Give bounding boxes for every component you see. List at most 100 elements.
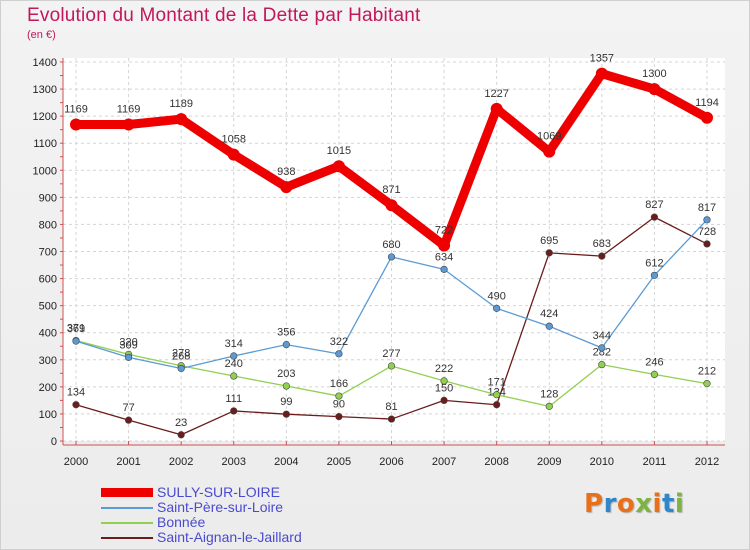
data-label: 424 [540,308,558,320]
data-label: 134 [67,387,85,399]
data-label: 722 [435,225,453,237]
data-label: 1194 [695,97,719,109]
data-label: 23 [175,417,187,429]
logo-letter: i [652,489,662,519]
legend-label: Saint-Aignan-le-Jaillard [157,529,302,545]
data-point [227,148,240,161]
y-tick-label: 1200 [33,111,57,123]
data-label: 1169 [64,104,88,116]
data-point [124,416,133,424]
legend-swatch [101,536,153,539]
data-label: 278 [172,348,190,360]
y-tick-label: 200 [39,382,57,394]
data-point [703,240,711,248]
y-tick-label: 900 [39,192,57,204]
data-point [335,392,343,400]
data-point [545,402,553,410]
y-tick-label: 0 [51,436,57,448]
data-point [543,145,556,158]
x-tick-label: 2012 [695,456,719,468]
logo-letter: r [603,489,617,519]
y-tick-label: 800 [39,219,57,231]
data-label: 171 [487,377,505,389]
x-tick-label: 2004 [274,456,298,468]
data-label: 81 [385,401,397,413]
data-point [387,253,396,261]
data-point [598,344,606,352]
data-label: 1069 [537,131,561,143]
data-label: 309 [119,339,137,351]
y-tick-label: 400 [39,328,57,340]
legend-entry: Bonnée [101,515,302,530]
y-tick-label: 600 [39,274,57,286]
data-point [230,352,238,360]
y-tick-label: 1400 [33,57,57,69]
data-label: 240 [225,358,243,370]
data-label: 1058 [222,134,246,146]
data-point [282,410,290,418]
data-point [703,216,711,224]
logo-letter: i [674,489,685,519]
data-point [177,431,185,439]
legend-label: Bonnée [157,514,206,530]
x-tick-label: 2005 [327,456,351,468]
data-label: 1300 [642,68,666,80]
data-point [230,372,238,380]
data-label: 938 [277,166,295,178]
data-point [650,213,659,221]
data-point [280,181,293,194]
data-label: 90 [333,399,345,411]
data-label: 356 [277,327,295,339]
data-point [335,350,343,358]
data-point [598,361,606,369]
x-tick-label: 2010 [590,456,614,468]
data-point [440,377,448,385]
data-point [387,362,396,370]
data-point [335,413,343,421]
data-label: 99 [280,396,292,408]
data-label: 77 [122,402,134,414]
data-label: 150 [435,382,453,394]
x-tick-label: 2002 [169,456,193,468]
x-tick-label: 2007 [432,456,456,468]
data-point [650,271,659,279]
data-label: 695 [540,235,558,247]
x-tick-label: 2000 [64,456,88,468]
data-label: 1169 [117,104,141,116]
data-point [438,239,451,252]
chart-title: Evolution du Montant de la Dette par Hab… [27,5,421,26]
x-tick-label: 2001 [116,456,140,468]
data-label: 128 [540,388,558,400]
data-label: 680 [382,239,400,251]
data-point [440,265,448,273]
data-label: 634 [435,251,453,263]
proxiti-logo: Proxiti [584,489,684,519]
data-point [701,111,713,124]
x-tick-label: 2006 [379,456,403,468]
data-point [387,415,396,423]
data-point [385,199,398,212]
logo-letter: x [635,489,653,519]
data-label: 344 [593,330,611,342]
data-label: 683 [593,238,611,250]
data-label: 612 [645,257,663,269]
legend-entry: SULLY-SUR-LOIRE [101,485,302,500]
data-label: 490 [487,290,505,302]
data-point [282,341,290,349]
data-label: 817 [698,202,716,214]
chart-subtitle: (en €) [27,29,56,41]
data-point [648,83,661,96]
y-tick-label: 1100 [33,138,57,150]
y-tick-label: 1300 [33,84,57,96]
y-tick-label: 500 [39,301,57,313]
data-label: 166 [330,378,348,390]
y-tick-label: 100 [39,409,57,421]
data-point [72,337,80,345]
data-point [230,407,238,415]
data-point [177,364,185,373]
logo-letter: t [661,489,675,519]
data-label: 268 [172,350,190,362]
data-point [124,353,133,361]
data-point [545,322,553,330]
